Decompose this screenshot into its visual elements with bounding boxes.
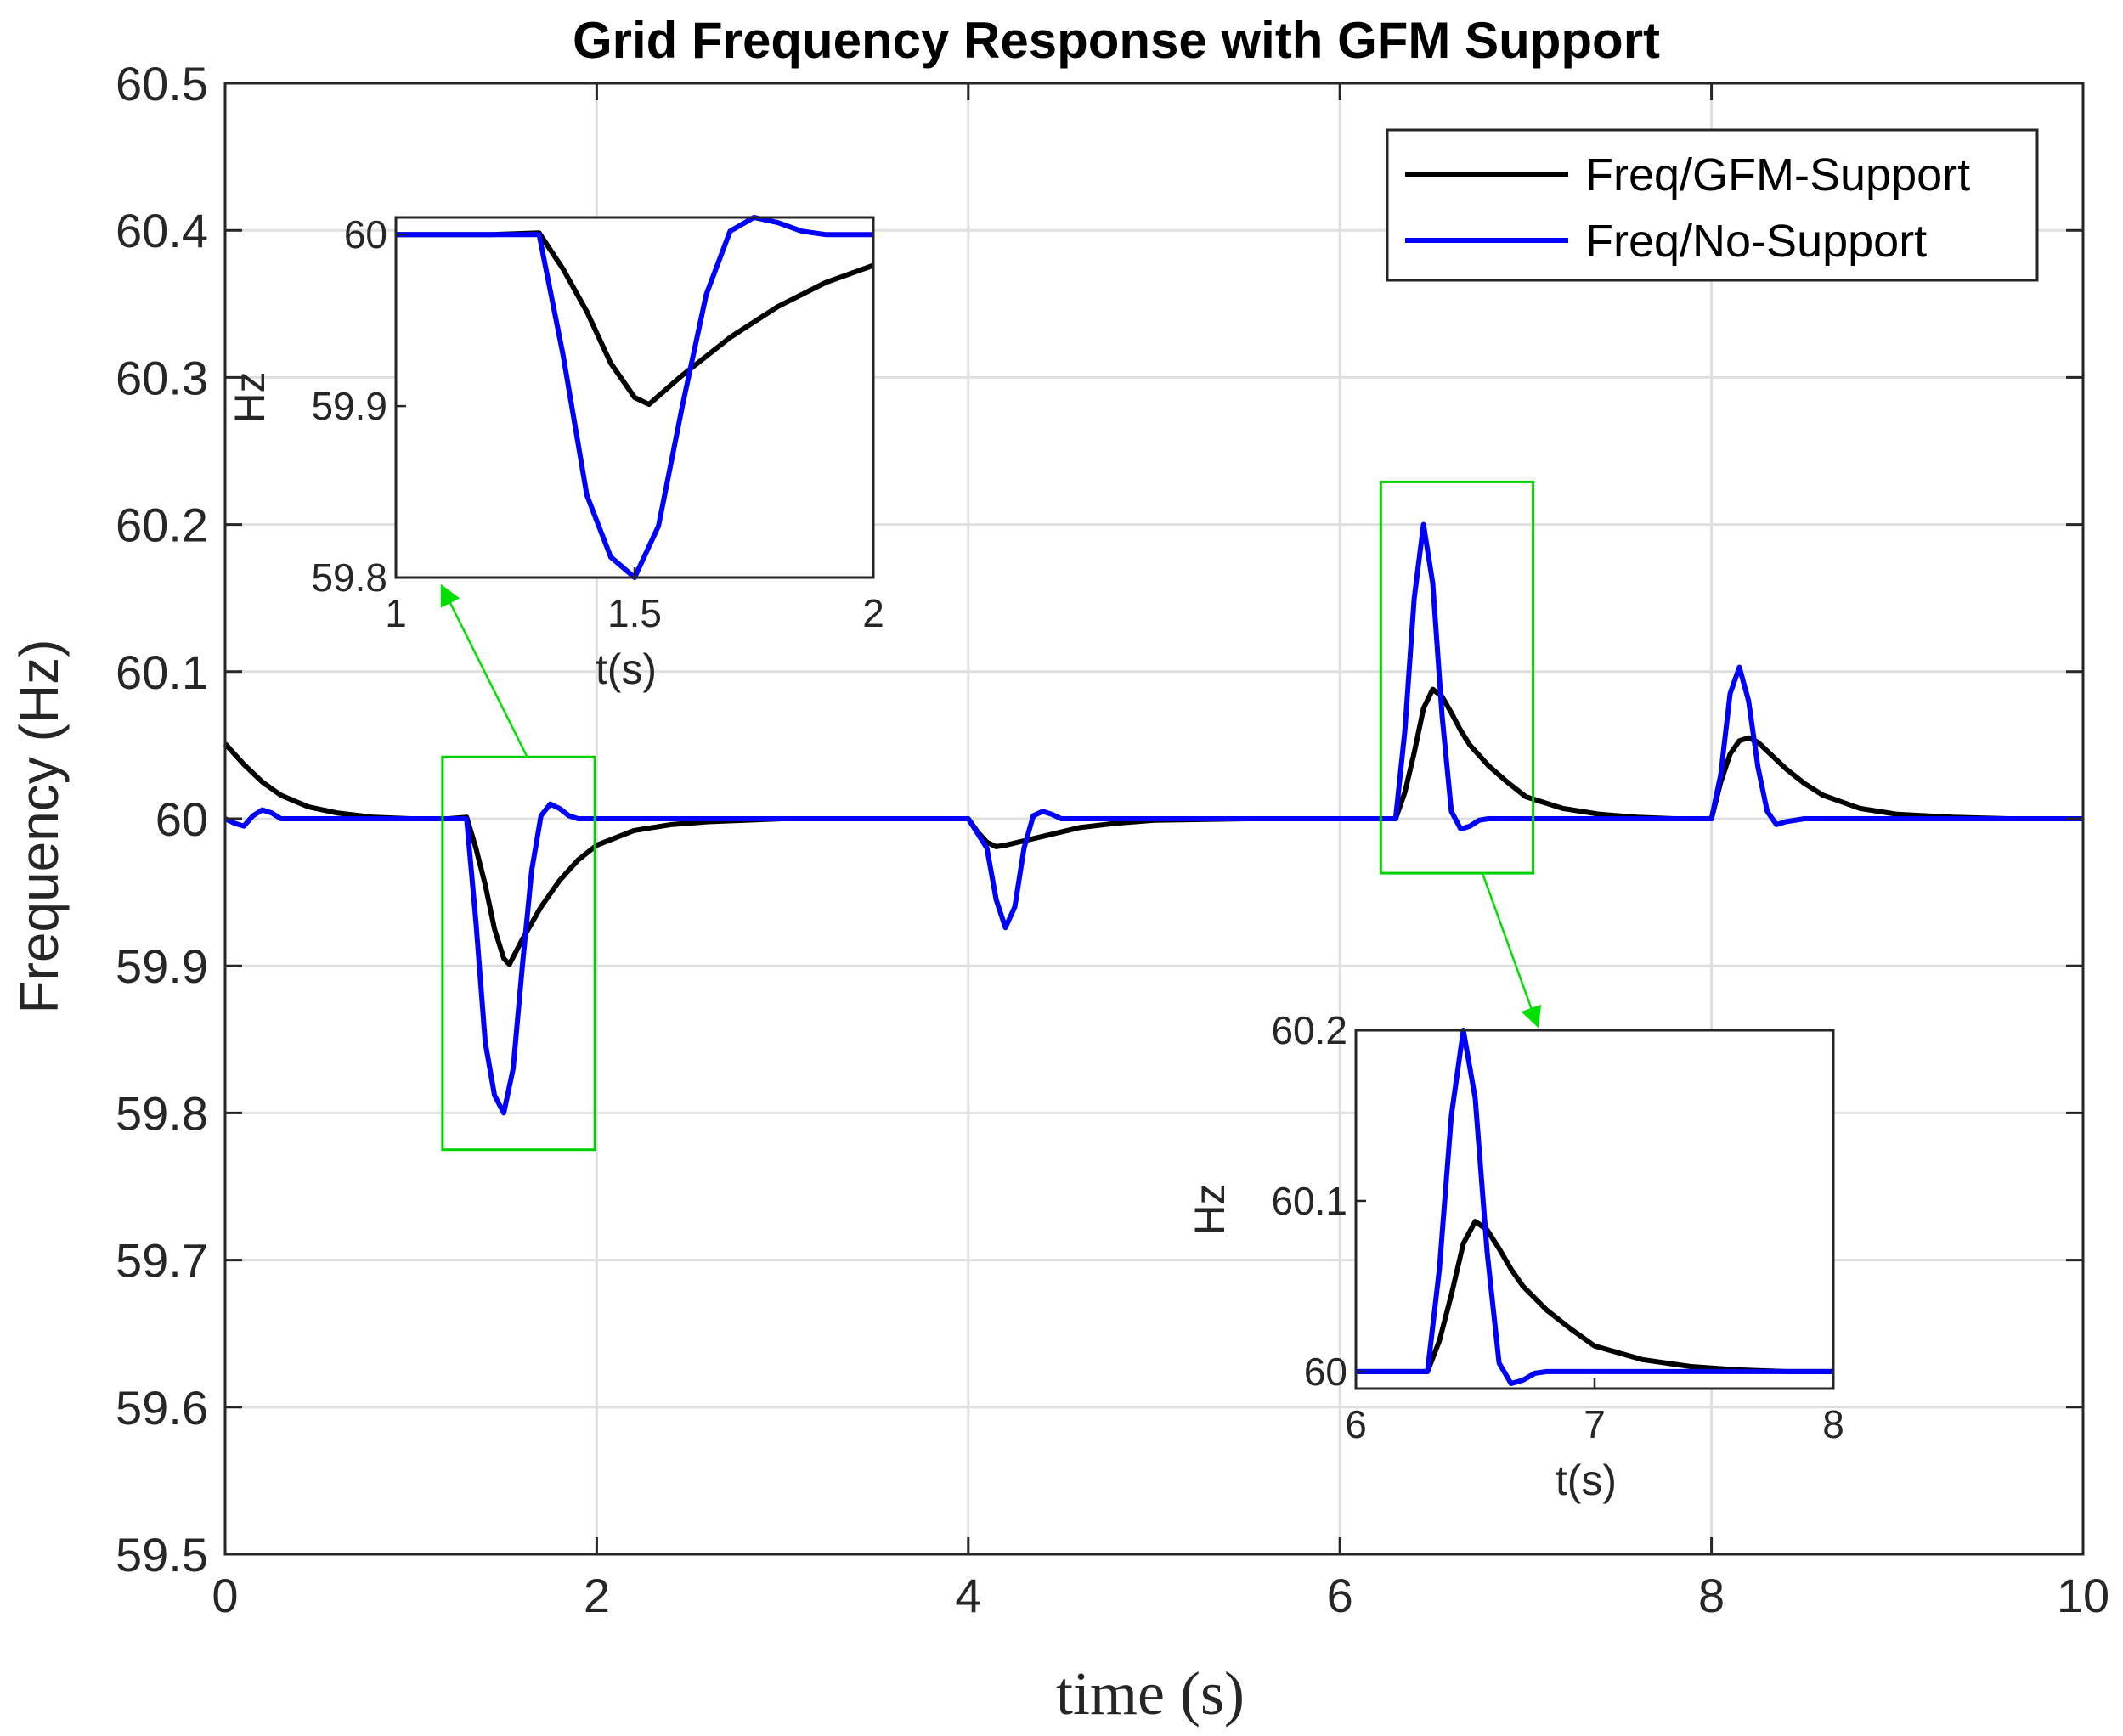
y-tick-label: 60.4 <box>116 204 208 257</box>
y-tick-label: 59.5 <box>116 1528 208 1581</box>
inset-plot-1: 1 1.5 2 59.8 59.9 60 t(s) Hz <box>226 212 884 693</box>
inset-x-tick-label: 1 <box>385 591 407 635</box>
inset-y-tick-label: 59.9 <box>311 384 387 428</box>
x-axis-label: time (s) <box>1056 1660 1245 1728</box>
y-tick-label: 59.9 <box>116 939 208 993</box>
y-tick-label: 59.6 <box>116 1381 208 1434</box>
inset-plot-2: 6 7 8 60 60.1 60.2 t(s) Hz <box>1186 1008 1844 1504</box>
inset-y-axis-label: Hz <box>226 371 274 423</box>
x-tick-label: 4 <box>955 1569 981 1622</box>
legend-label-gfm-support: Freq/GFM-Support <box>1585 149 1970 200</box>
legend: Freq/GFM-Support Freq/No-Support <box>1386 128 2039 282</box>
zoom-arrow-1 <box>440 583 528 758</box>
y-tick-label: 60 <box>155 792 208 846</box>
y-tick-label: 60.3 <box>116 351 208 404</box>
inset-x-tick-label: 6 <box>1345 1402 1367 1446</box>
legend-box <box>1386 128 2039 282</box>
inset-y-tick-label: 59.8 <box>311 555 387 600</box>
series-line-freq-no-support <box>396 215 873 580</box>
inset-x-axis-label: t(s) <box>596 645 657 693</box>
inset-y-tick-label: 60 <box>344 212 387 256</box>
inset-x-axis-label: t(s) <box>1556 1457 1617 1504</box>
legend-label-no-support: Freq/No-Support <box>1585 216 1927 267</box>
inset-y-tick-label: 60.1 <box>1271 1179 1347 1223</box>
inset-x-tick-label: 2 <box>862 591 884 635</box>
y-tick-label: 59.7 <box>116 1234 208 1288</box>
inset-y-tick-label: 60 <box>1304 1350 1347 1394</box>
inset-y-tick-label: 60.2 <box>1271 1008 1347 1052</box>
zoom-box-1 <box>441 755 596 1152</box>
inset-x-tick-label: 1.5 <box>607 591 662 635</box>
inset-x-tick-label: 7 <box>1584 1402 1606 1446</box>
zoom-arrow-2 <box>1481 872 1542 1029</box>
y-tick-label: 60.2 <box>116 499 208 552</box>
x-tick-label: 10 <box>2057 1569 2109 1622</box>
series-line-freq-gfm-support <box>223 686 2083 967</box>
x-tick-label: 2 <box>584 1569 610 1622</box>
inset-y-axis-label: Hz <box>1186 1183 1234 1235</box>
chart-title: Grid Frequency Response with GFM Support <box>573 12 1660 69</box>
y-tick-label: 60.5 <box>116 57 208 110</box>
zoom-box-2 <box>1379 480 1535 875</box>
y-axis-label: Frequency (Hz) <box>8 640 70 1014</box>
x-tick-label: 6 <box>1327 1569 1353 1622</box>
y-tick-label: 60.1 <box>116 645 208 699</box>
series-line-freq-no-support <box>223 521 2083 1116</box>
x-tick-label: 0 <box>212 1569 238 1622</box>
inset-x-tick-label: 8 <box>1822 1402 1844 1446</box>
series-line-freq-gfm-support <box>396 230 873 408</box>
x-tick-label: 8 <box>1698 1569 1725 1622</box>
y-tick-label: 59.8 <box>116 1086 208 1140</box>
inset-background <box>1356 1030 1833 1389</box>
